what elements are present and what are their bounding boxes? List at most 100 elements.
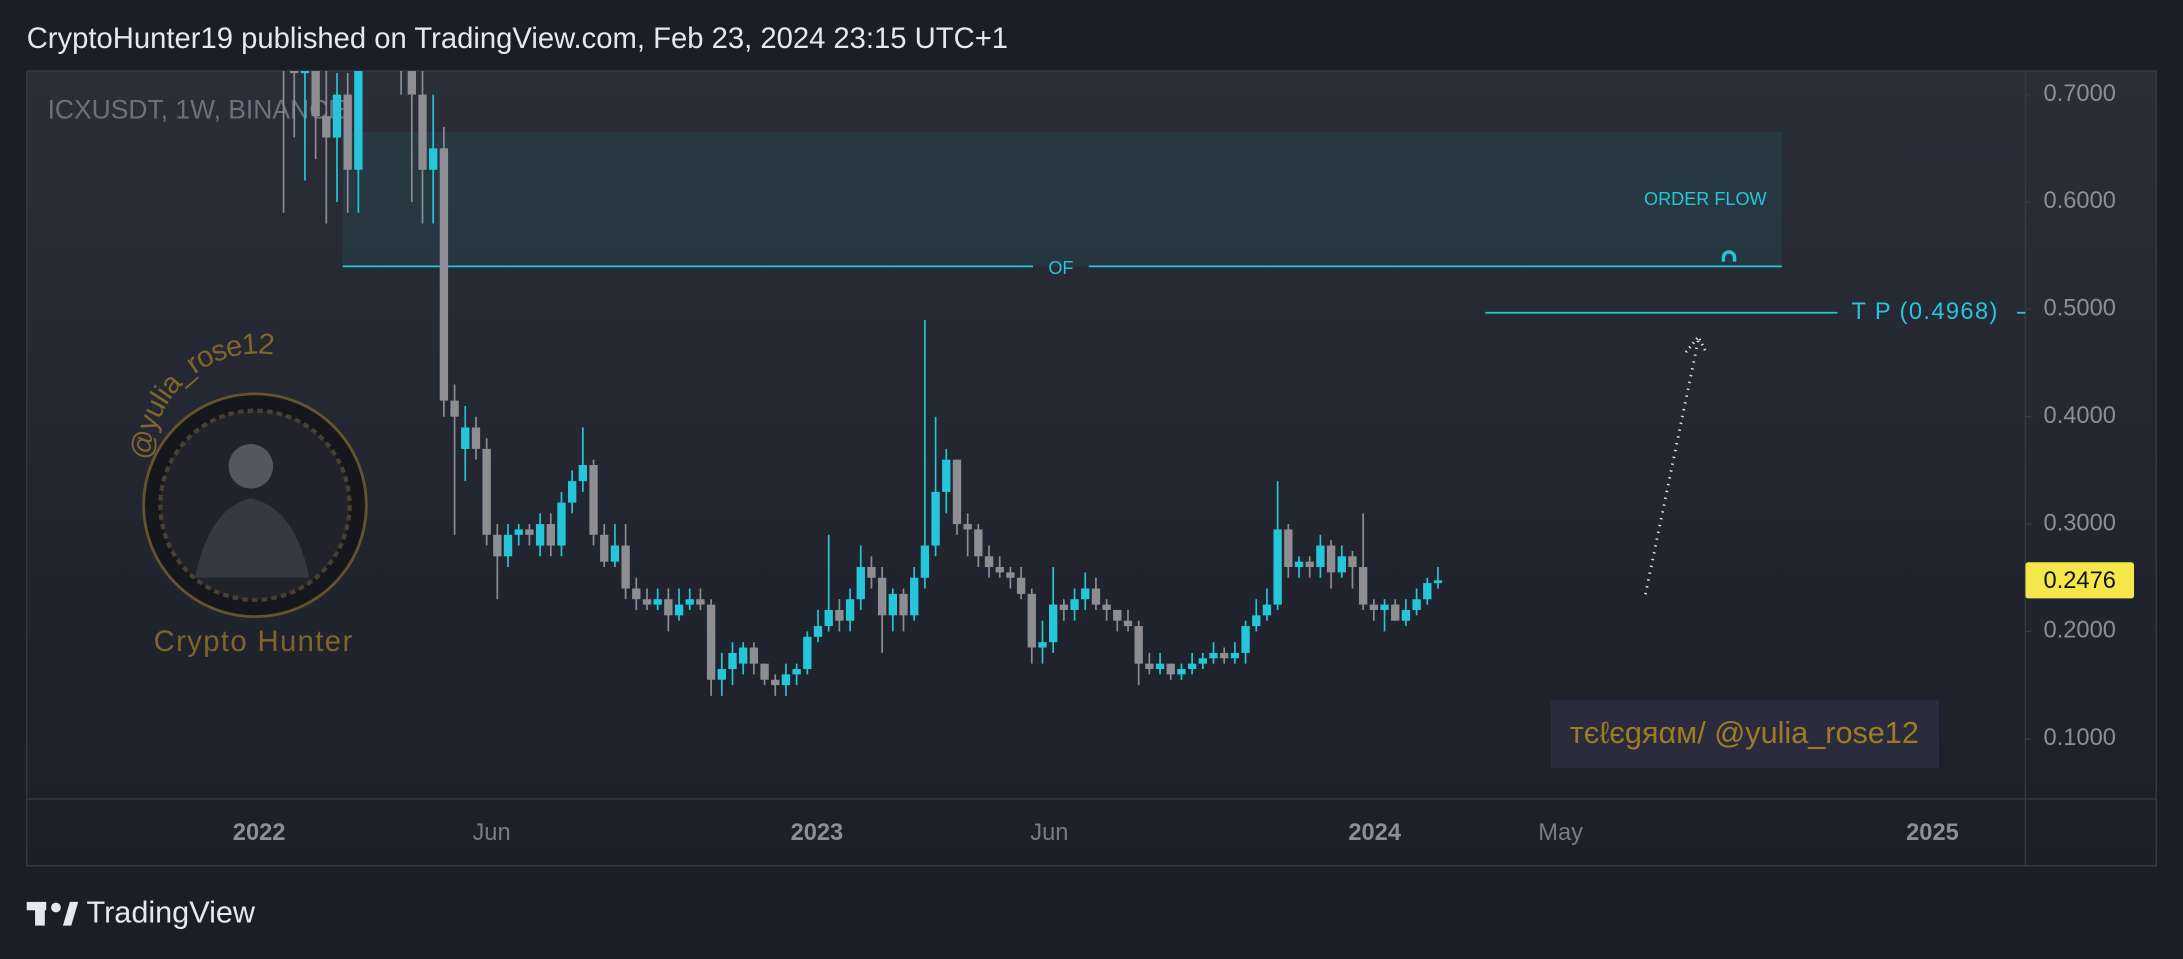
candle-body [920, 545, 930, 578]
telegram-box [1550, 700, 1940, 769]
x-tick-label: 2024 [1348, 820, 1401, 846]
candle-body [867, 567, 876, 578]
projection-arrow [1644, 339, 1700, 595]
candle-body [1401, 609, 1411, 621]
x-tick-label: Jun [472, 820, 510, 846]
last-price-tag [2025, 562, 2135, 599]
candle-body [1348, 556, 1357, 568]
y-tick-label: 0.7000 [2044, 81, 2116, 107]
x-tick-label: 2022 [233, 820, 286, 846]
candle-body [749, 647, 759, 664]
telegram: тєℓєgяαм/ @yulia_rose12 [1570, 716, 1919, 750]
candle-body [1038, 642, 1047, 648]
plot [282, 70, 1782, 696]
last-price-label: 0.2476 [2044, 568, 2116, 594]
candle-body [418, 94, 427, 170]
y-tick-label: 0.3000 [2044, 510, 2116, 536]
candle-body [1220, 652, 1229, 659]
candle-body [621, 545, 630, 589]
candle-body [1423, 583, 1432, 600]
candle-body [706, 604, 716, 680]
candle-body [856, 567, 865, 600]
symbol-watermark: ICXUSDT, 1W, BINANCE [48, 94, 346, 124]
logo-slash [62, 901, 79, 926]
projection-arrowhead [1684, 334, 1708, 355]
candle-body [835, 609, 844, 621]
candle-body [942, 459, 951, 492]
candle-body [439, 148, 449, 401]
candle-body [1305, 561, 1314, 568]
candle-body [290, 70, 299, 74]
candle-body [642, 599, 652, 605]
candle-body [1123, 620, 1133, 627]
candle-body [1284, 529, 1293, 568]
candle-body [461, 427, 470, 449]
logo-dot [51, 902, 61, 913]
candle-body [1391, 604, 1400, 621]
candle-body [343, 94, 352, 170]
candle-body [952, 459, 962, 525]
candle-body [471, 427, 481, 449]
candle-body [1155, 663, 1165, 670]
candle-body [1081, 588, 1090, 600]
candle-body [674, 604, 684, 616]
candle-body [1048, 604, 1058, 643]
candle-body [1316, 545, 1325, 568]
y-tick-label: 0.4000 [2044, 403, 2116, 429]
candle-body [728, 652, 737, 670]
y-tick-label: 0.1000 [2044, 725, 2116, 751]
candle-body [450, 400, 459, 417]
candle-body [1177, 669, 1186, 675]
candle-body [1027, 593, 1036, 648]
candle-body [1412, 599, 1421, 610]
footer-logo [26, 901, 79, 926]
candle-body [803, 636, 812, 670]
candle-body [1252, 615, 1261, 627]
candle-body [557, 502, 566, 546]
x-tick-label: May [1538, 820, 1583, 846]
candle-body [1241, 626, 1250, 653]
candle-body [1369, 604, 1379, 610]
order-flow-label: ORDER FLOW [1644, 189, 1767, 209]
candle-body [1102, 604, 1111, 610]
candle-body [1262, 604, 1272, 616]
candle-body [1326, 545, 1336, 573]
candle-body [1134, 626, 1143, 664]
y-tick-label: 0.2000 [2044, 618, 2116, 644]
order-flow-zone [342, 132, 1782, 267]
candle-body [1198, 658, 1207, 664]
candle-body [1091, 588, 1101, 605]
candle-body [1337, 556, 1346, 573]
candle-body [771, 679, 780, 686]
candle-body [717, 669, 726, 680]
candle-body [685, 599, 694, 605]
candle-body [1273, 529, 1282, 605]
candle-body [760, 663, 769, 680]
footer-brand: TradingView [87, 896, 256, 930]
candle-body [600, 534, 609, 562]
candle-body [1006, 572, 1015, 578]
candle-body [931, 491, 940, 546]
candle-body [653, 599, 662, 605]
candle-body [482, 448, 491, 535]
x-tick-label: 2023 [791, 820, 844, 846]
candle-body [546, 524, 555, 546]
candle-body [995, 567, 1004, 573]
candle-body [589, 465, 598, 535]
candle-body [632, 588, 641, 600]
candle-body [888, 593, 898, 616]
candle-body [974, 529, 983, 557]
candle-body [567, 481, 577, 503]
candle-body [1145, 663, 1154, 670]
candle-body [535, 524, 545, 546]
logo-body [195, 498, 310, 578]
candle-body [1187, 663, 1197, 670]
y-tick-label: 0.5000 [2044, 296, 2116, 322]
candle-body [1380, 604, 1389, 610]
candle-body [1230, 652, 1240, 659]
candle-body [1209, 652, 1218, 659]
candle-body [664, 599, 673, 616]
candle-body [1016, 577, 1026, 594]
candle-body [963, 524, 972, 530]
